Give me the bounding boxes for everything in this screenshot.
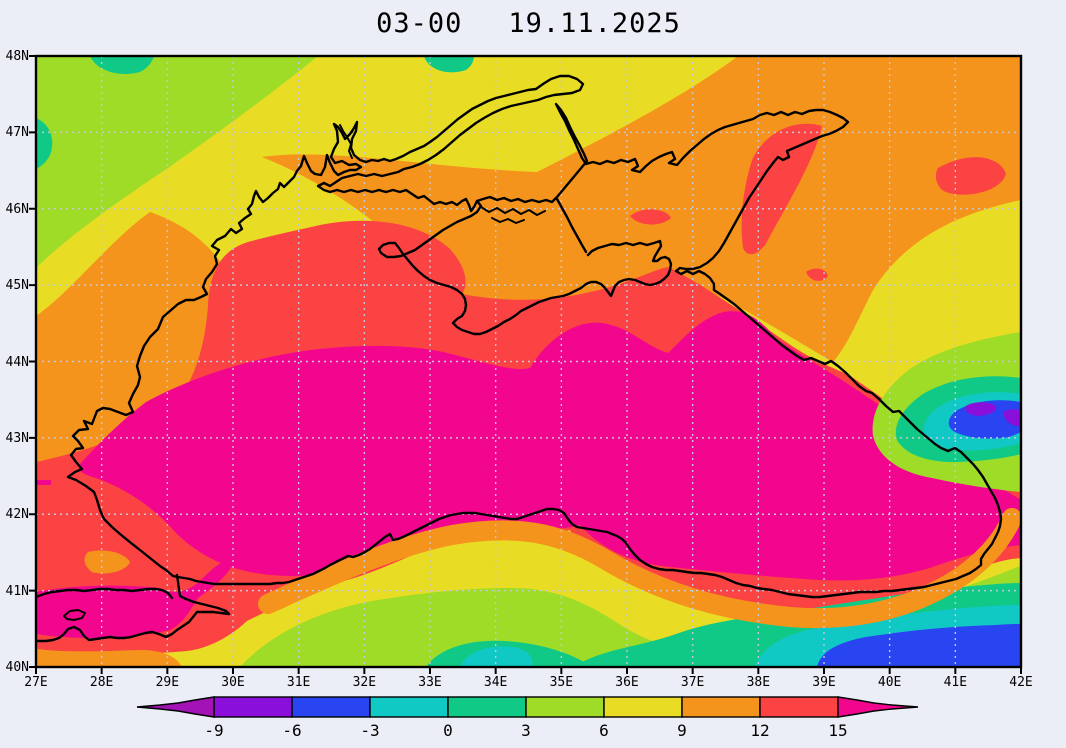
region-azov-red-dot-1 bbox=[630, 209, 671, 225]
lat-tick-label: 44N bbox=[5, 354, 29, 370]
colorbar bbox=[136, 696, 919, 718]
colorbar-segment bbox=[291, 696, 371, 718]
region-ne-red-blob bbox=[935, 157, 1006, 195]
colorbar-value-label: 0 bbox=[443, 721, 453, 740]
colorbar-segment bbox=[681, 696, 761, 718]
lon-tick-label: 32E bbox=[352, 675, 377, 690]
region-caucasus-purple-1 bbox=[965, 402, 997, 416]
region-marmara-magenta bbox=[36, 560, 233, 639]
lon-tick-label: 31E bbox=[286, 675, 311, 690]
lon-tick-label: 40E bbox=[877, 675, 902, 690]
coastline-arabat-spit bbox=[555, 197, 588, 254]
colorbar-segment bbox=[759, 696, 839, 718]
temperature-field bbox=[36, 56, 1021, 667]
coastline-mainland bbox=[66, 74, 1003, 599]
lat-tick-label: 41N bbox=[5, 583, 29, 599]
coastline-crimea bbox=[377, 199, 673, 336]
lon-tick-label: 33E bbox=[418, 675, 442, 690]
region-caucasus-purple-2 bbox=[1003, 409, 1021, 427]
lon-tick-label: 37E bbox=[680, 675, 705, 690]
coastline-marmara-south bbox=[36, 573, 231, 643]
colorbar-segment bbox=[369, 696, 449, 718]
lon-tick-label: 30E bbox=[221, 675, 245, 690]
colorbar-value-label: 3 bbox=[521, 721, 531, 740]
region-top-emerald bbox=[424, 56, 474, 73]
colorbar-value-label: 15 bbox=[828, 721, 848, 740]
lon-tick-label: 42E bbox=[1009, 675, 1033, 690]
region-nw-chartreuse bbox=[36, 56, 318, 268]
lat-tick-label: 47N bbox=[5, 125, 29, 141]
title-date: 19.11.2025 bbox=[508, 8, 681, 39]
colorbar-value-label: 9 bbox=[677, 721, 687, 740]
lon-tick-label: 35E bbox=[549, 675, 574, 690]
colorbar-segment bbox=[525, 696, 605, 718]
lon-tick-label: 39E bbox=[812, 675, 836, 690]
lat-tick-label: 46N bbox=[5, 201, 29, 217]
colorbar-value-label: -3 bbox=[360, 721, 380, 740]
colorbar-left-arrow bbox=[136, 696, 215, 718]
lon-tick-label: 27E bbox=[24, 675, 48, 690]
region-south-orange-band bbox=[258, 508, 1021, 629]
coastline-marmara-north bbox=[36, 587, 174, 600]
page-title: 03-00 19.11.2025 bbox=[36, 8, 1021, 39]
coastline-bug-river bbox=[339, 124, 356, 159]
region-nw-emerald-2 bbox=[36, 118, 53, 169]
region-sw-orange-strip bbox=[36, 649, 182, 667]
colorbar-value-label: 12 bbox=[750, 721, 770, 740]
title-time: 03-00 bbox=[376, 8, 463, 39]
region-east-edge-yellow bbox=[958, 205, 1021, 363]
lat-tick-label: 45N bbox=[5, 278, 29, 294]
lat-tick-label: 43N bbox=[5, 430, 29, 446]
region-sea-magenta bbox=[78, 311, 1021, 581]
lon-tick-label: 41E bbox=[943, 675, 968, 690]
region-west-magenta-dash bbox=[36, 480, 51, 485]
coastline-sivash-1 bbox=[480, 206, 546, 216]
lon-tick-label: 36E bbox=[615, 675, 639, 690]
lat-tick-label: 42N bbox=[5, 507, 29, 523]
colorbar-value-label: -6 bbox=[282, 721, 302, 740]
colorbar-right-arrow bbox=[837, 696, 919, 718]
coastlines bbox=[36, 74, 1003, 643]
region-nw-emerald-1 bbox=[90, 56, 154, 75]
lon-tick-label: 29E bbox=[155, 675, 180, 690]
region-thrace-orange-patch bbox=[84, 550, 130, 574]
colorbar-value-label: -9 bbox=[204, 721, 224, 740]
lon-tick-label: 34E bbox=[483, 675, 508, 690]
colorbar-segment bbox=[447, 696, 527, 718]
coastline-sivash-2 bbox=[491, 217, 525, 224]
region-se-blue bbox=[817, 624, 1021, 667]
region-azov-red-dot-2 bbox=[806, 268, 828, 281]
region-azov-red-streak bbox=[741, 123, 822, 255]
axis-ticks bbox=[29, 55, 1022, 674]
colorbar-segment bbox=[603, 696, 683, 718]
lat-tick-label: 40N bbox=[5, 660, 29, 675]
lon-tick-label: 38E bbox=[746, 675, 771, 690]
lat-tick-label: 48N bbox=[5, 49, 29, 64]
colorbar-segment bbox=[213, 696, 293, 718]
colorbar-value-label: 6 bbox=[599, 721, 609, 740]
lon-tick-label: 28E bbox=[89, 675, 114, 690]
coastline-marmara-island bbox=[63, 609, 86, 621]
